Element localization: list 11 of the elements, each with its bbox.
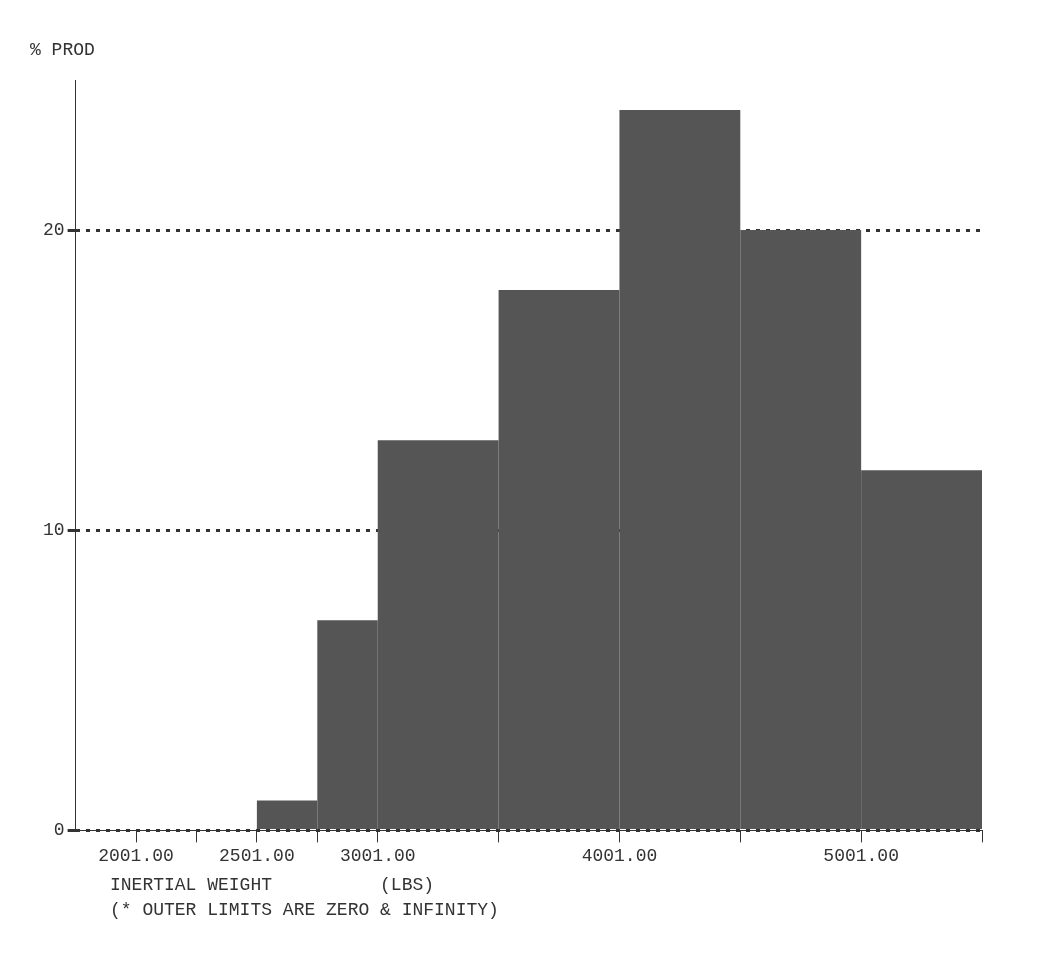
x-tick-label: 2501.00 bbox=[219, 845, 295, 866]
x-axis-title: INERTIAL WEIGHT (LBS) bbox=[110, 875, 435, 895]
x-tick-label: 5001.00 bbox=[823, 845, 899, 866]
x-tick-label: 2001.00 bbox=[98, 845, 174, 866]
y-axis-title: % PROD bbox=[30, 40, 95, 60]
x-tick-label: 3001.00 bbox=[339, 845, 416, 866]
y-tick-label: 10 bbox=[42, 520, 65, 541]
y-tick-label: 20 bbox=[42, 219, 65, 240]
x-tick-label: 4001.00 bbox=[581, 845, 658, 866]
text: (* OUTER LIMITS ARE ZERO & INFINITY) bbox=[110, 900, 499, 920]
y-tick-label: 0 bbox=[53, 820, 65, 841]
